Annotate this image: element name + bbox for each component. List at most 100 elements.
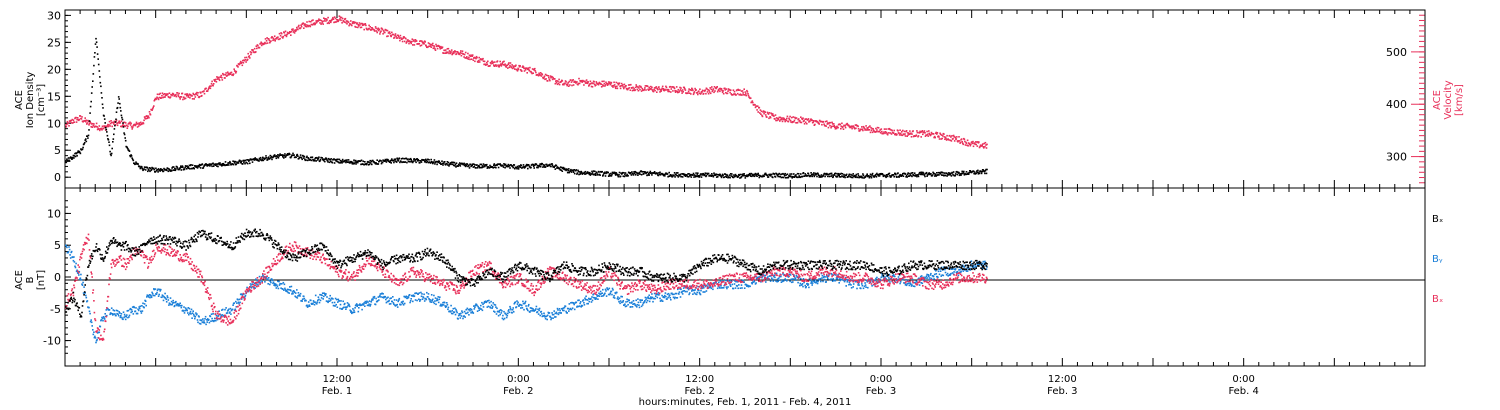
density-point	[897, 172, 899, 174]
by-point	[470, 312, 472, 314]
velocity-point	[876, 129, 878, 131]
density-point	[428, 159, 430, 161]
by-point	[317, 296, 320, 298]
by-point	[618, 300, 620, 303]
velocity-point	[667, 90, 669, 93]
velocity-point	[690, 89, 693, 92]
by-point	[177, 305, 180, 307]
density-point	[806, 175, 809, 177]
velocity-point	[237, 66, 239, 68]
density-point	[704, 173, 706, 176]
by-point	[425, 297, 427, 300]
velocity-point	[295, 29, 297, 31]
density-point	[266, 159, 269, 161]
density-point	[904, 173, 907, 175]
by-point	[203, 320, 205, 322]
velocity-point	[377, 27, 380, 30]
density-point	[253, 158, 255, 160]
velocity-point	[103, 125, 105, 127]
by-point	[470, 308, 473, 311]
by-point	[313, 303, 316, 306]
by-point	[414, 292, 416, 295]
density-point	[706, 172, 708, 175]
density-point	[812, 174, 815, 176]
by-point	[89, 320, 92, 323]
velocity-point	[857, 128, 860, 130]
by-point	[148, 296, 150, 298]
density-point	[782, 176, 785, 179]
density-point	[497, 166, 500, 169]
density-point	[311, 156, 314, 158]
by-point	[83, 286, 85, 288]
by-point	[364, 305, 366, 307]
density-point	[815, 173, 818, 175]
by-point	[182, 310, 185, 312]
by-point	[355, 304, 357, 306]
velocity-point	[436, 47, 439, 50]
velocity-point	[101, 125, 104, 128]
by-point	[210, 313, 213, 315]
velocity-point	[928, 130, 930, 132]
by-point	[444, 306, 447, 308]
by-point	[427, 296, 429, 298]
density-point	[159, 170, 161, 172]
density-point	[305, 159, 307, 161]
density-point	[983, 170, 986, 173]
velocity-point	[484, 63, 486, 65]
velocity-point	[690, 93, 692, 95]
velocity-point	[356, 22, 358, 24]
velocity-point	[462, 53, 465, 55]
velocity-point	[786, 117, 788, 120]
by-point	[222, 308, 224, 311]
velocity-point	[889, 132, 892, 134]
density-point	[976, 171, 979, 174]
by-point	[477, 307, 480, 309]
density-point	[589, 171, 591, 174]
by-point	[102, 319, 104, 322]
velocity-point	[265, 40, 268, 42]
velocity-point	[681, 92, 683, 94]
by-point	[253, 282, 256, 284]
velocity-point	[903, 133, 905, 136]
velocity-point	[796, 121, 799, 124]
velocity-point	[908, 132, 910, 134]
density-point	[790, 173, 793, 175]
by-point	[105, 309, 108, 311]
by-point	[586, 302, 588, 305]
velocity-point	[942, 135, 944, 137]
velocity-point	[668, 90, 670, 93]
density-point	[730, 175, 732, 177]
density-point	[985, 172, 988, 175]
density-point	[563, 167, 566, 170]
density-point	[870, 176, 873, 179]
velocity-point	[388, 31, 391, 33]
density-point	[645, 172, 648, 174]
density-point	[535, 163, 538, 166]
by-point	[511, 309, 514, 311]
density-point	[933, 172, 935, 175]
velocity-point	[937, 135, 940, 137]
by-point	[328, 300, 331, 302]
velocity-point	[376, 31, 378, 34]
by-point	[628, 299, 630, 302]
velocity-point	[783, 117, 785, 120]
by-point	[613, 297, 616, 299]
velocity-point	[421, 40, 423, 43]
by-point	[482, 306, 485, 308]
density-point	[107, 138, 109, 140]
density-point	[734, 175, 736, 178]
velocity-point	[232, 73, 235, 75]
density-point	[769, 175, 772, 177]
by-point	[402, 304, 405, 306]
density-point	[84, 139, 86, 141]
by-point	[266, 278, 269, 280]
velocity-point	[361, 22, 363, 25]
velocity-point	[411, 38, 414, 40]
velocity-point	[872, 129, 875, 132]
velocity-point	[310, 20, 312, 23]
by-point	[550, 317, 553, 319]
by-point	[80, 279, 83, 281]
density-point	[242, 159, 245, 162]
density-point	[293, 154, 295, 156]
velocity-point	[877, 130, 879, 133]
